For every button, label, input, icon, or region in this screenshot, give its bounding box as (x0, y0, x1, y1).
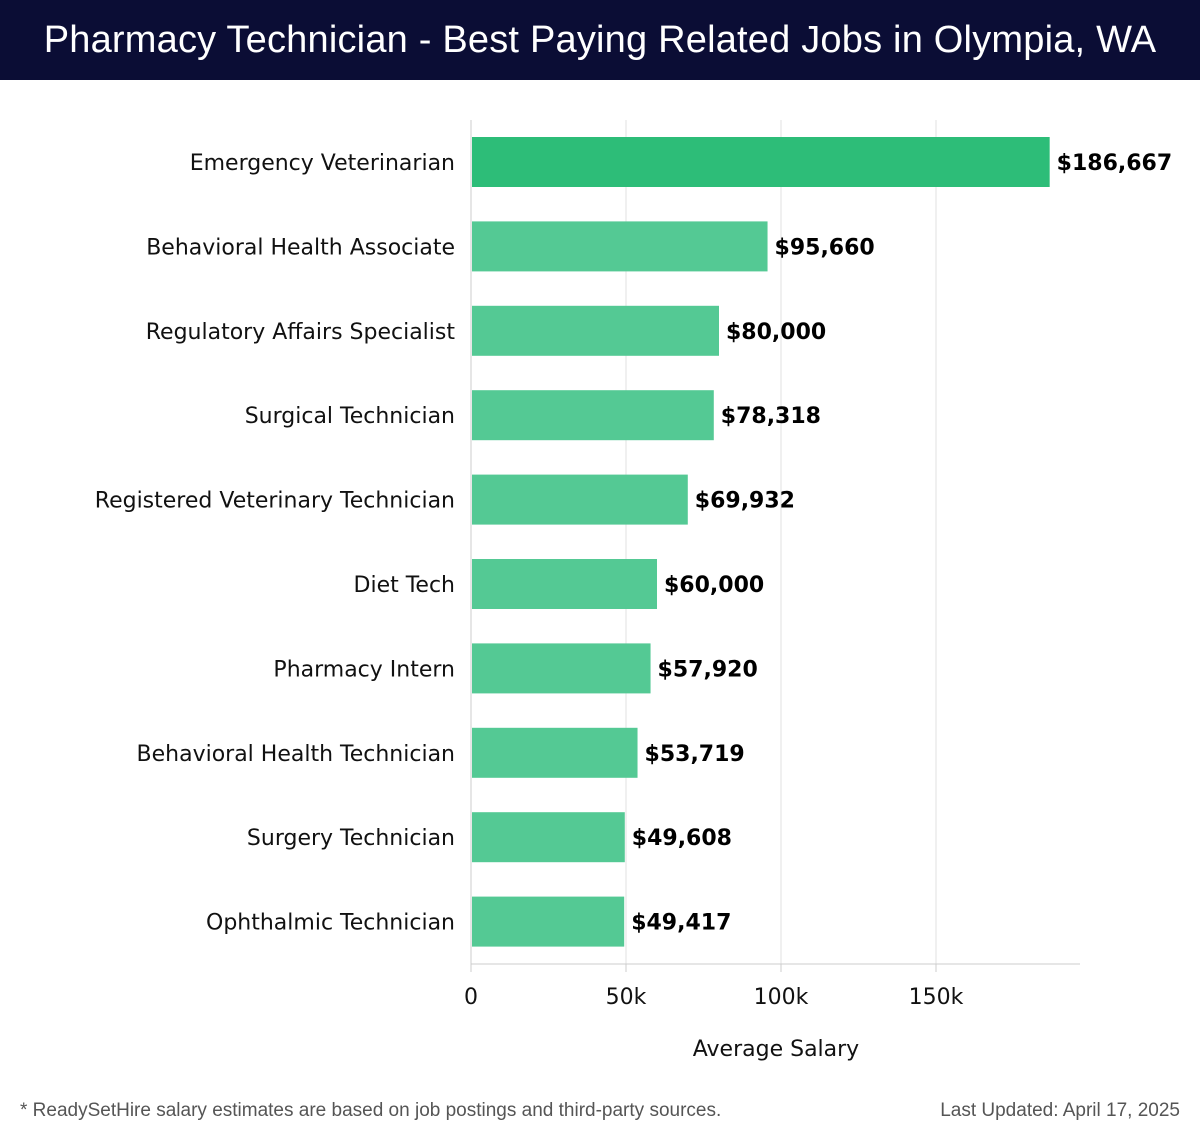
bar[interactable] (472, 137, 1050, 187)
bar[interactable] (472, 305, 719, 356)
value-label: $57,920 (658, 657, 758, 682)
bar[interactable] (472, 812, 625, 863)
value-label: $49,608 (632, 826, 732, 851)
x-tick-label: 50k (606, 985, 647, 1010)
value-label: $186,667 (1057, 151, 1173, 176)
category-label: Behavioral Health Technician (137, 742, 455, 767)
last-updated: Last Updated: April 17, 2025 (940, 1100, 1180, 1121)
category-label: Ophthalmic Technician (206, 911, 455, 936)
chart-header: Pharmacy Technician - Best Paying Relate… (0, 0, 1200, 80)
bar[interactable] (472, 727, 638, 778)
value-label: $80,000 (726, 320, 826, 345)
value-label: $60,000 (664, 573, 764, 598)
x-tick-label: 0 (464, 985, 478, 1010)
category-label: Pharmacy Intern (273, 657, 455, 682)
x-tick-label: 150k (909, 985, 964, 1010)
category-label: Surgery Technician (247, 826, 455, 851)
footer-note: * ReadySetHire salary estimates are base… (20, 1100, 722, 1121)
x-axis-title: Average Salary (693, 1037, 859, 1062)
category-label: Surgical Technician (245, 404, 455, 429)
bar[interactable] (472, 221, 768, 272)
x-tick-label: 100k (754, 985, 809, 1010)
value-label: $53,719 (645, 742, 745, 767)
chart-title: Pharmacy Technician - Best Paying Relate… (43, 18, 1157, 61)
category-label: Regulatory Affairs Specialist (146, 320, 456, 345)
bar[interactable] (472, 559, 657, 609)
bar[interactable] (472, 474, 688, 525)
bar[interactable] (472, 896, 625, 947)
category-label: Emergency Veterinarian (190, 151, 455, 176)
value-label: $95,660 (775, 235, 875, 260)
bar-chart: 0 50k 100k 150k Emergency Veterinarian $186,6… (95, 120, 1173, 1062)
category-label: Registered Veterinary Technician (95, 489, 455, 514)
value-label: $49,417 (631, 911, 731, 936)
category-label: Diet Tech (354, 573, 455, 598)
bar[interactable] (472, 390, 714, 441)
value-label: $69,932 (695, 489, 795, 514)
value-label: $78,318 (721, 404, 821, 429)
bar[interactable] (472, 643, 651, 694)
category-label: Behavioral Health Associate (146, 235, 455, 260)
